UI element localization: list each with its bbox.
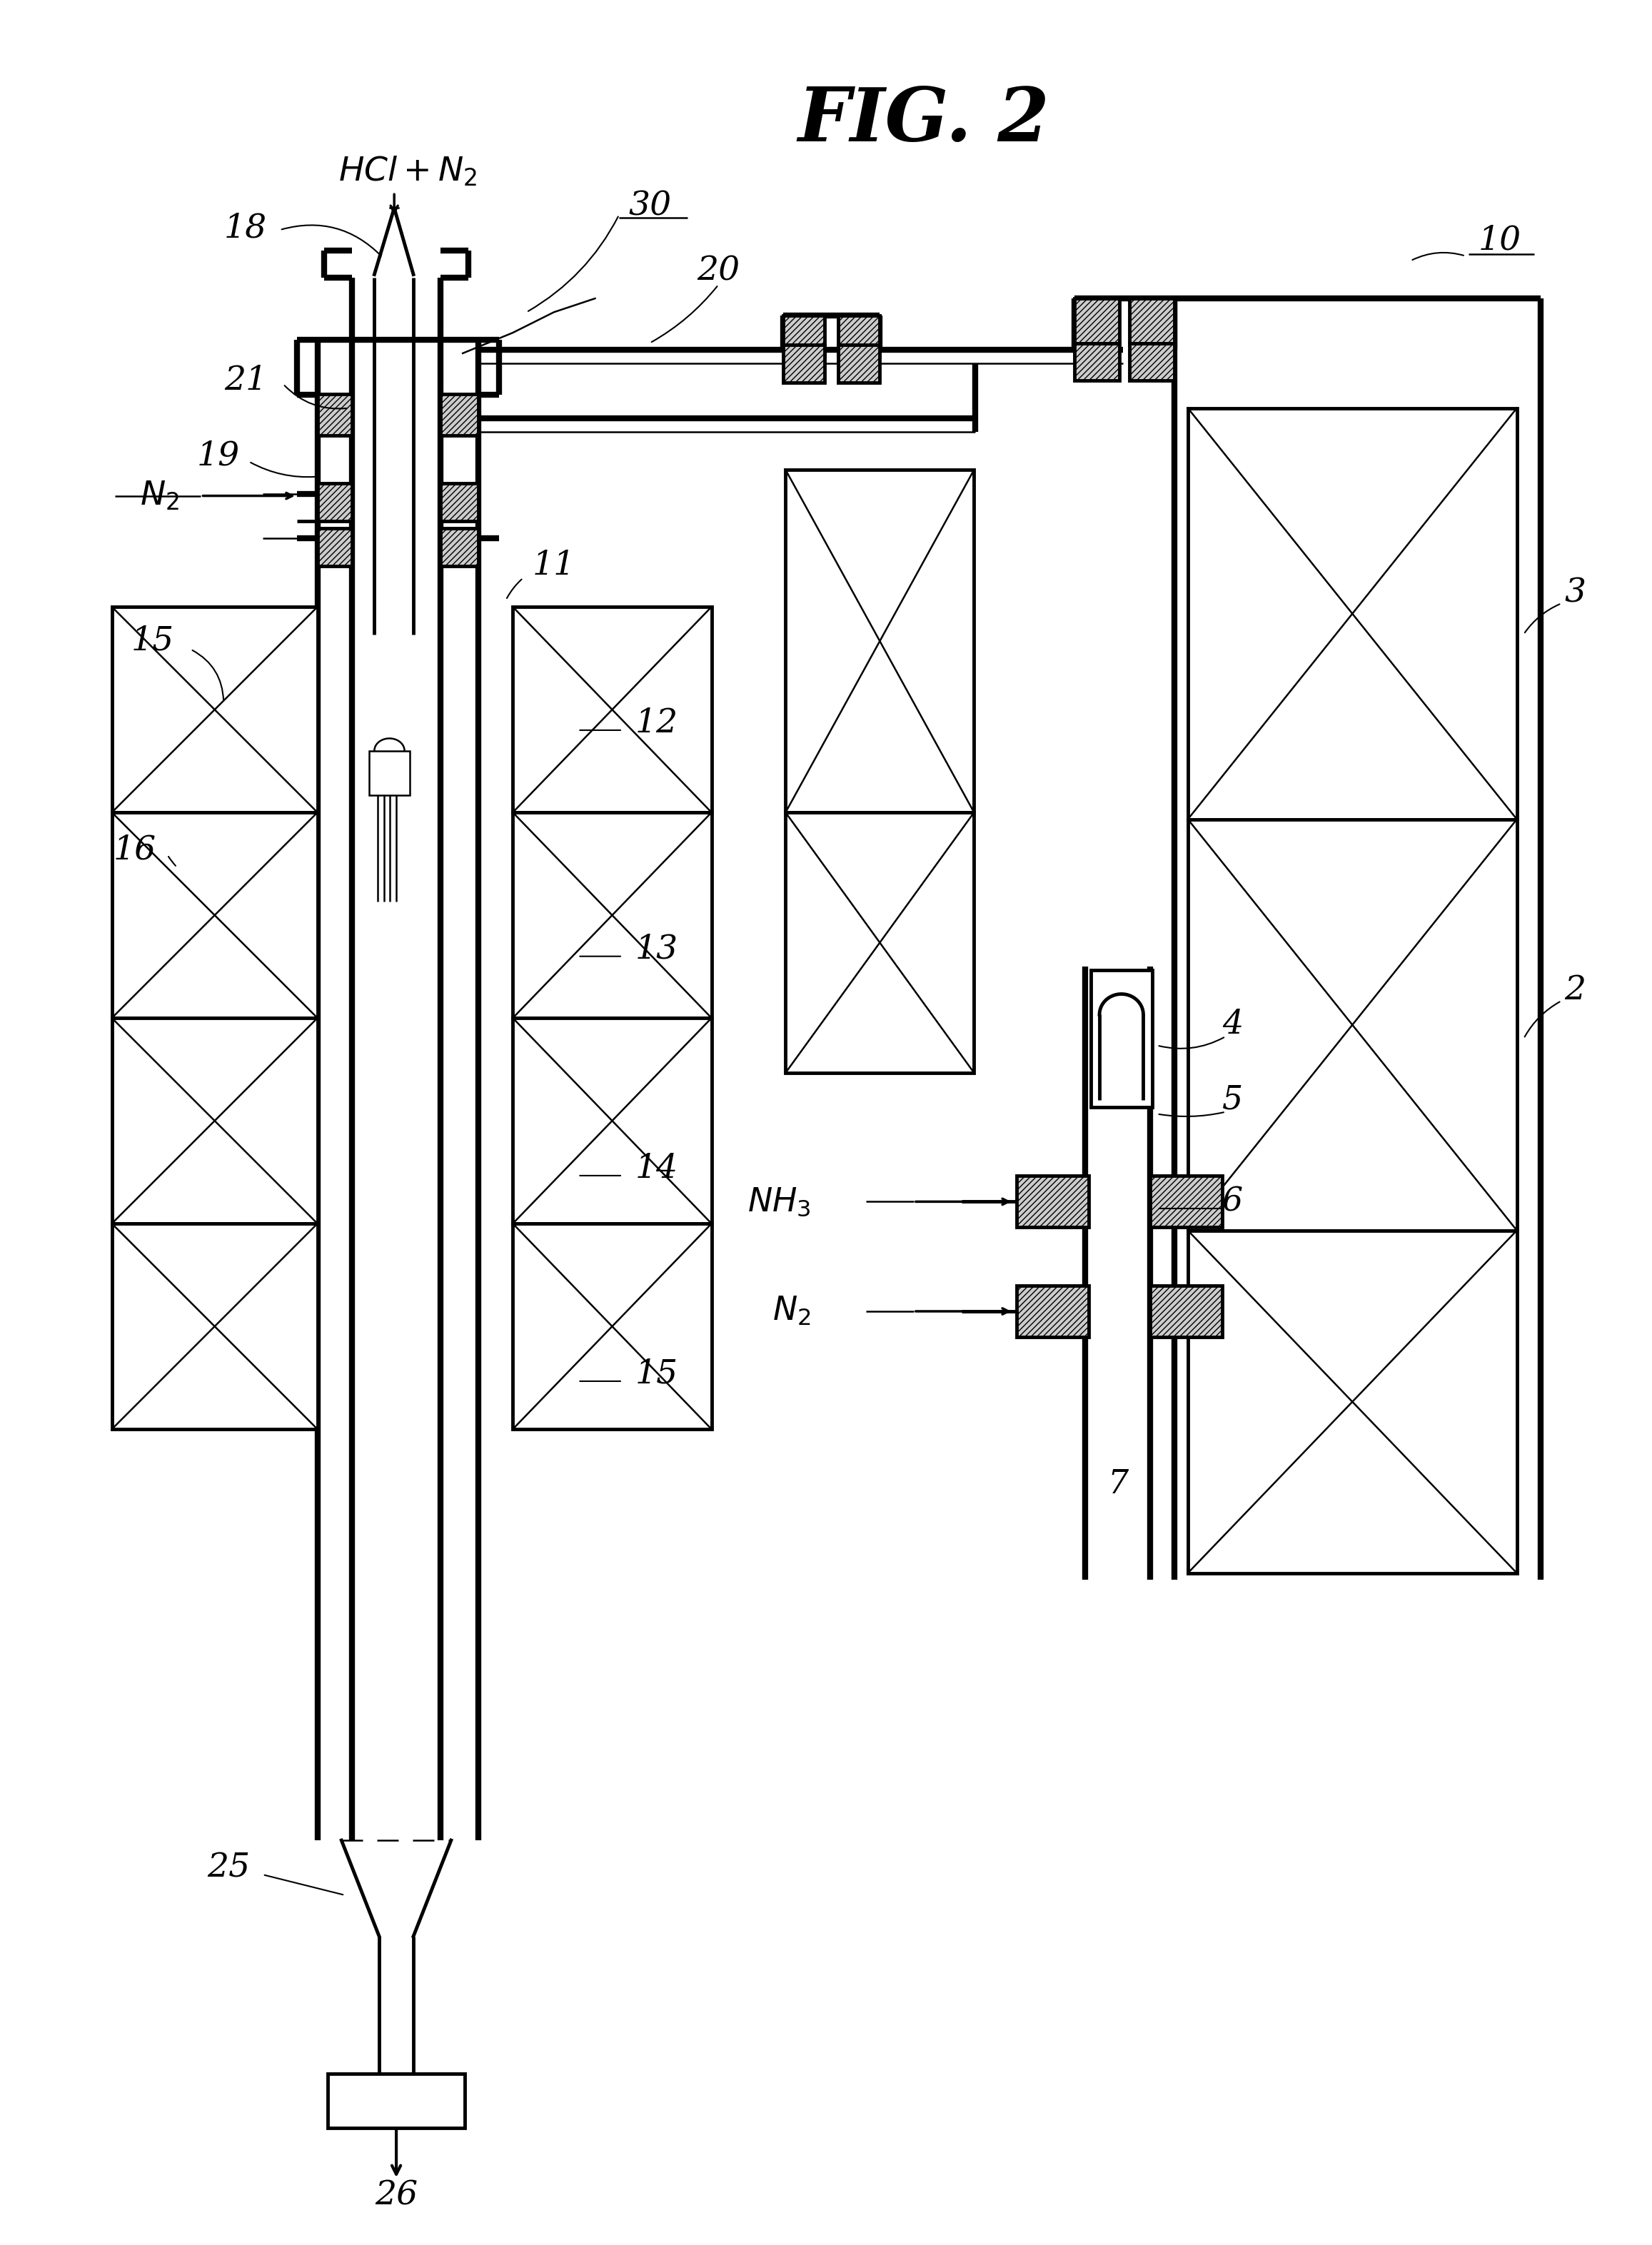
Bar (1090, 970, 1151, 1107)
Bar (1188, 819, 1517, 1230)
Text: 3: 3 (1564, 577, 1586, 608)
Bar (512, 1224, 712, 1430)
Bar (1150, 1176, 1222, 1228)
Bar (441, 483, 479, 521)
Text: 19: 19 (197, 440, 240, 471)
Text: $HCl+N_2$: $HCl+N_2$ (339, 155, 477, 189)
Bar (327, 2074, 464, 2128)
Bar (1130, 343, 1175, 382)
Bar (317, 483, 352, 521)
Text: 7: 7 (1107, 1468, 1128, 1500)
Bar (112, 813, 317, 1017)
Bar (368, 750, 410, 795)
Text: 6: 6 (1222, 1185, 1242, 1217)
Bar (1130, 299, 1175, 343)
Bar (1016, 1176, 1089, 1228)
Bar (783, 317, 824, 357)
Bar (1150, 1284, 1222, 1336)
Bar (112, 606, 317, 813)
Bar (317, 395, 352, 436)
Text: 25: 25 (206, 1852, 249, 1884)
Text: 26: 26 (375, 2180, 418, 2211)
Bar (112, 1017, 317, 1224)
Text: 2: 2 (1564, 974, 1586, 1006)
Bar (441, 528, 479, 566)
Text: 15: 15 (132, 624, 175, 658)
Bar (317, 528, 352, 566)
Text: 4: 4 (1222, 1008, 1242, 1042)
Bar (838, 346, 879, 382)
Text: 18: 18 (225, 213, 268, 245)
Text: 14: 14 (636, 1152, 679, 1185)
Bar (1075, 343, 1120, 382)
Bar (512, 606, 712, 813)
Text: 13: 13 (636, 934, 679, 965)
Text: 20: 20 (697, 256, 740, 287)
Bar (786, 469, 975, 813)
Bar (783, 346, 824, 382)
Bar (112, 1224, 317, 1430)
Bar (1188, 409, 1517, 819)
Bar (441, 395, 479, 436)
Text: 21: 21 (225, 364, 268, 397)
Text: 12: 12 (636, 707, 679, 739)
Bar (1016, 1284, 1089, 1336)
Text: 10: 10 (1479, 224, 1521, 256)
Text: $NH_3$: $NH_3$ (748, 1185, 811, 1217)
Text: 5: 5 (1222, 1084, 1242, 1116)
Bar (512, 813, 712, 1017)
Bar (786, 813, 975, 1073)
Bar (512, 1017, 712, 1224)
Text: $N_2$: $N_2$ (140, 480, 180, 512)
Bar (1075, 299, 1120, 343)
Text: $N_2$: $N_2$ (773, 1295, 811, 1327)
Text: FIG. 2: FIG. 2 (798, 83, 1051, 157)
Text: 15: 15 (636, 1358, 679, 1390)
Bar (1188, 1230, 1517, 1574)
Text: 11: 11 (532, 550, 575, 581)
Text: 16: 16 (112, 833, 155, 867)
Bar (838, 317, 879, 357)
Text: 30: 30 (628, 191, 671, 222)
